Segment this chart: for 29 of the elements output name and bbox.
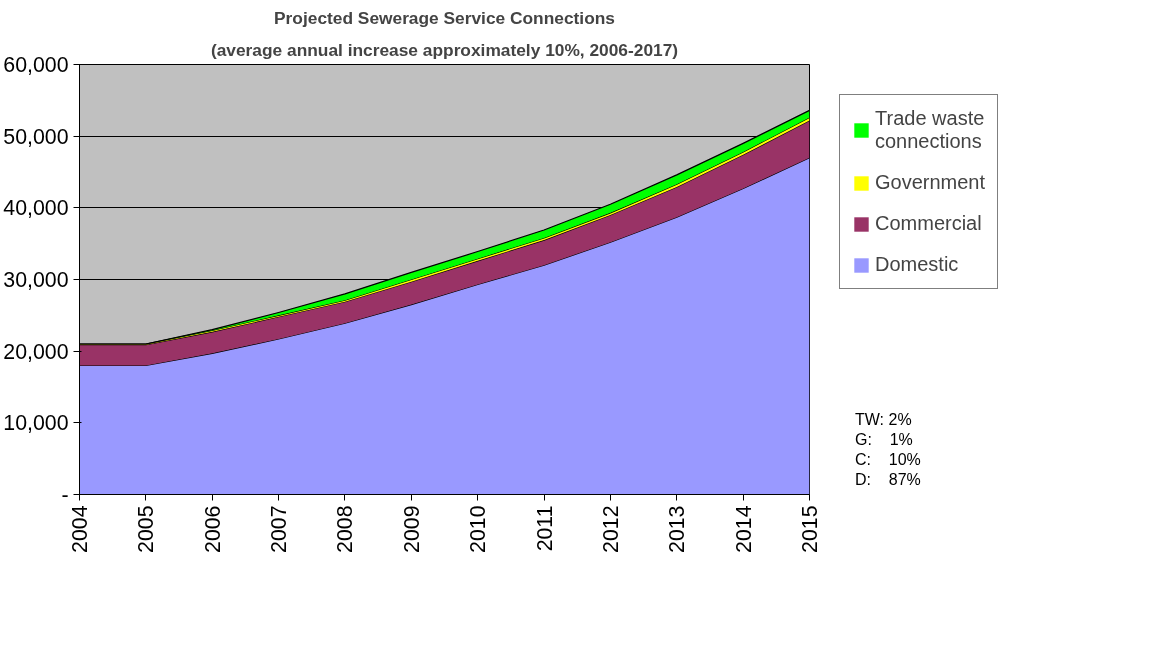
x-tick-label: 2008 <box>333 505 358 553</box>
legend-label: Domestic <box>875 253 959 276</box>
y-tick-label: 20,000 <box>3 339 69 364</box>
x-tick-label: 2006 <box>200 505 225 553</box>
x-tick-label: 2005 <box>134 505 159 553</box>
legend-label: Government <box>875 171 986 194</box>
text: TW: 2% <box>855 410 913 430</box>
text: G: 1% <box>855 430 914 450</box>
x-tick-label: 2010 <box>466 505 491 553</box>
y-tick-label: 50,000 <box>3 124 69 149</box>
x-tick-label: 2007 <box>267 505 292 553</box>
y-tick-label: 10,000 <box>3 411 69 436</box>
y-tick-label: - <box>61 483 69 507</box>
text: D: 87% <box>855 470 922 490</box>
x-tick-label: 2012 <box>598 505 623 553</box>
x-tick-label: 2014 <box>731 505 756 553</box>
x-tick-label: 2015 <box>798 505 822 553</box>
y-tick-label: 40,000 <box>3 196 69 221</box>
x-tick-label: 2004 <box>68 505 92 553</box>
legend-label: Commercial <box>875 212 982 235</box>
x-tick-label: 2009 <box>399 505 424 553</box>
chart-title: Projected Sewerage Service Connections <box>274 7 615 28</box>
y-tick-label: 60,000 <box>3 53 69 77</box>
y-tick-label: 30,000 <box>3 268 69 292</box>
x-tick-label: 2013 <box>665 505 690 553</box>
legend-label: Trade waste connections <box>875 107 985 153</box>
text: C: 10% <box>855 450 922 470</box>
x-tick-label: 2011 <box>532 505 557 552</box>
chart-subtitle: (average annual increase approximately 10%, 2006-2017) <box>210 39 679 60</box>
